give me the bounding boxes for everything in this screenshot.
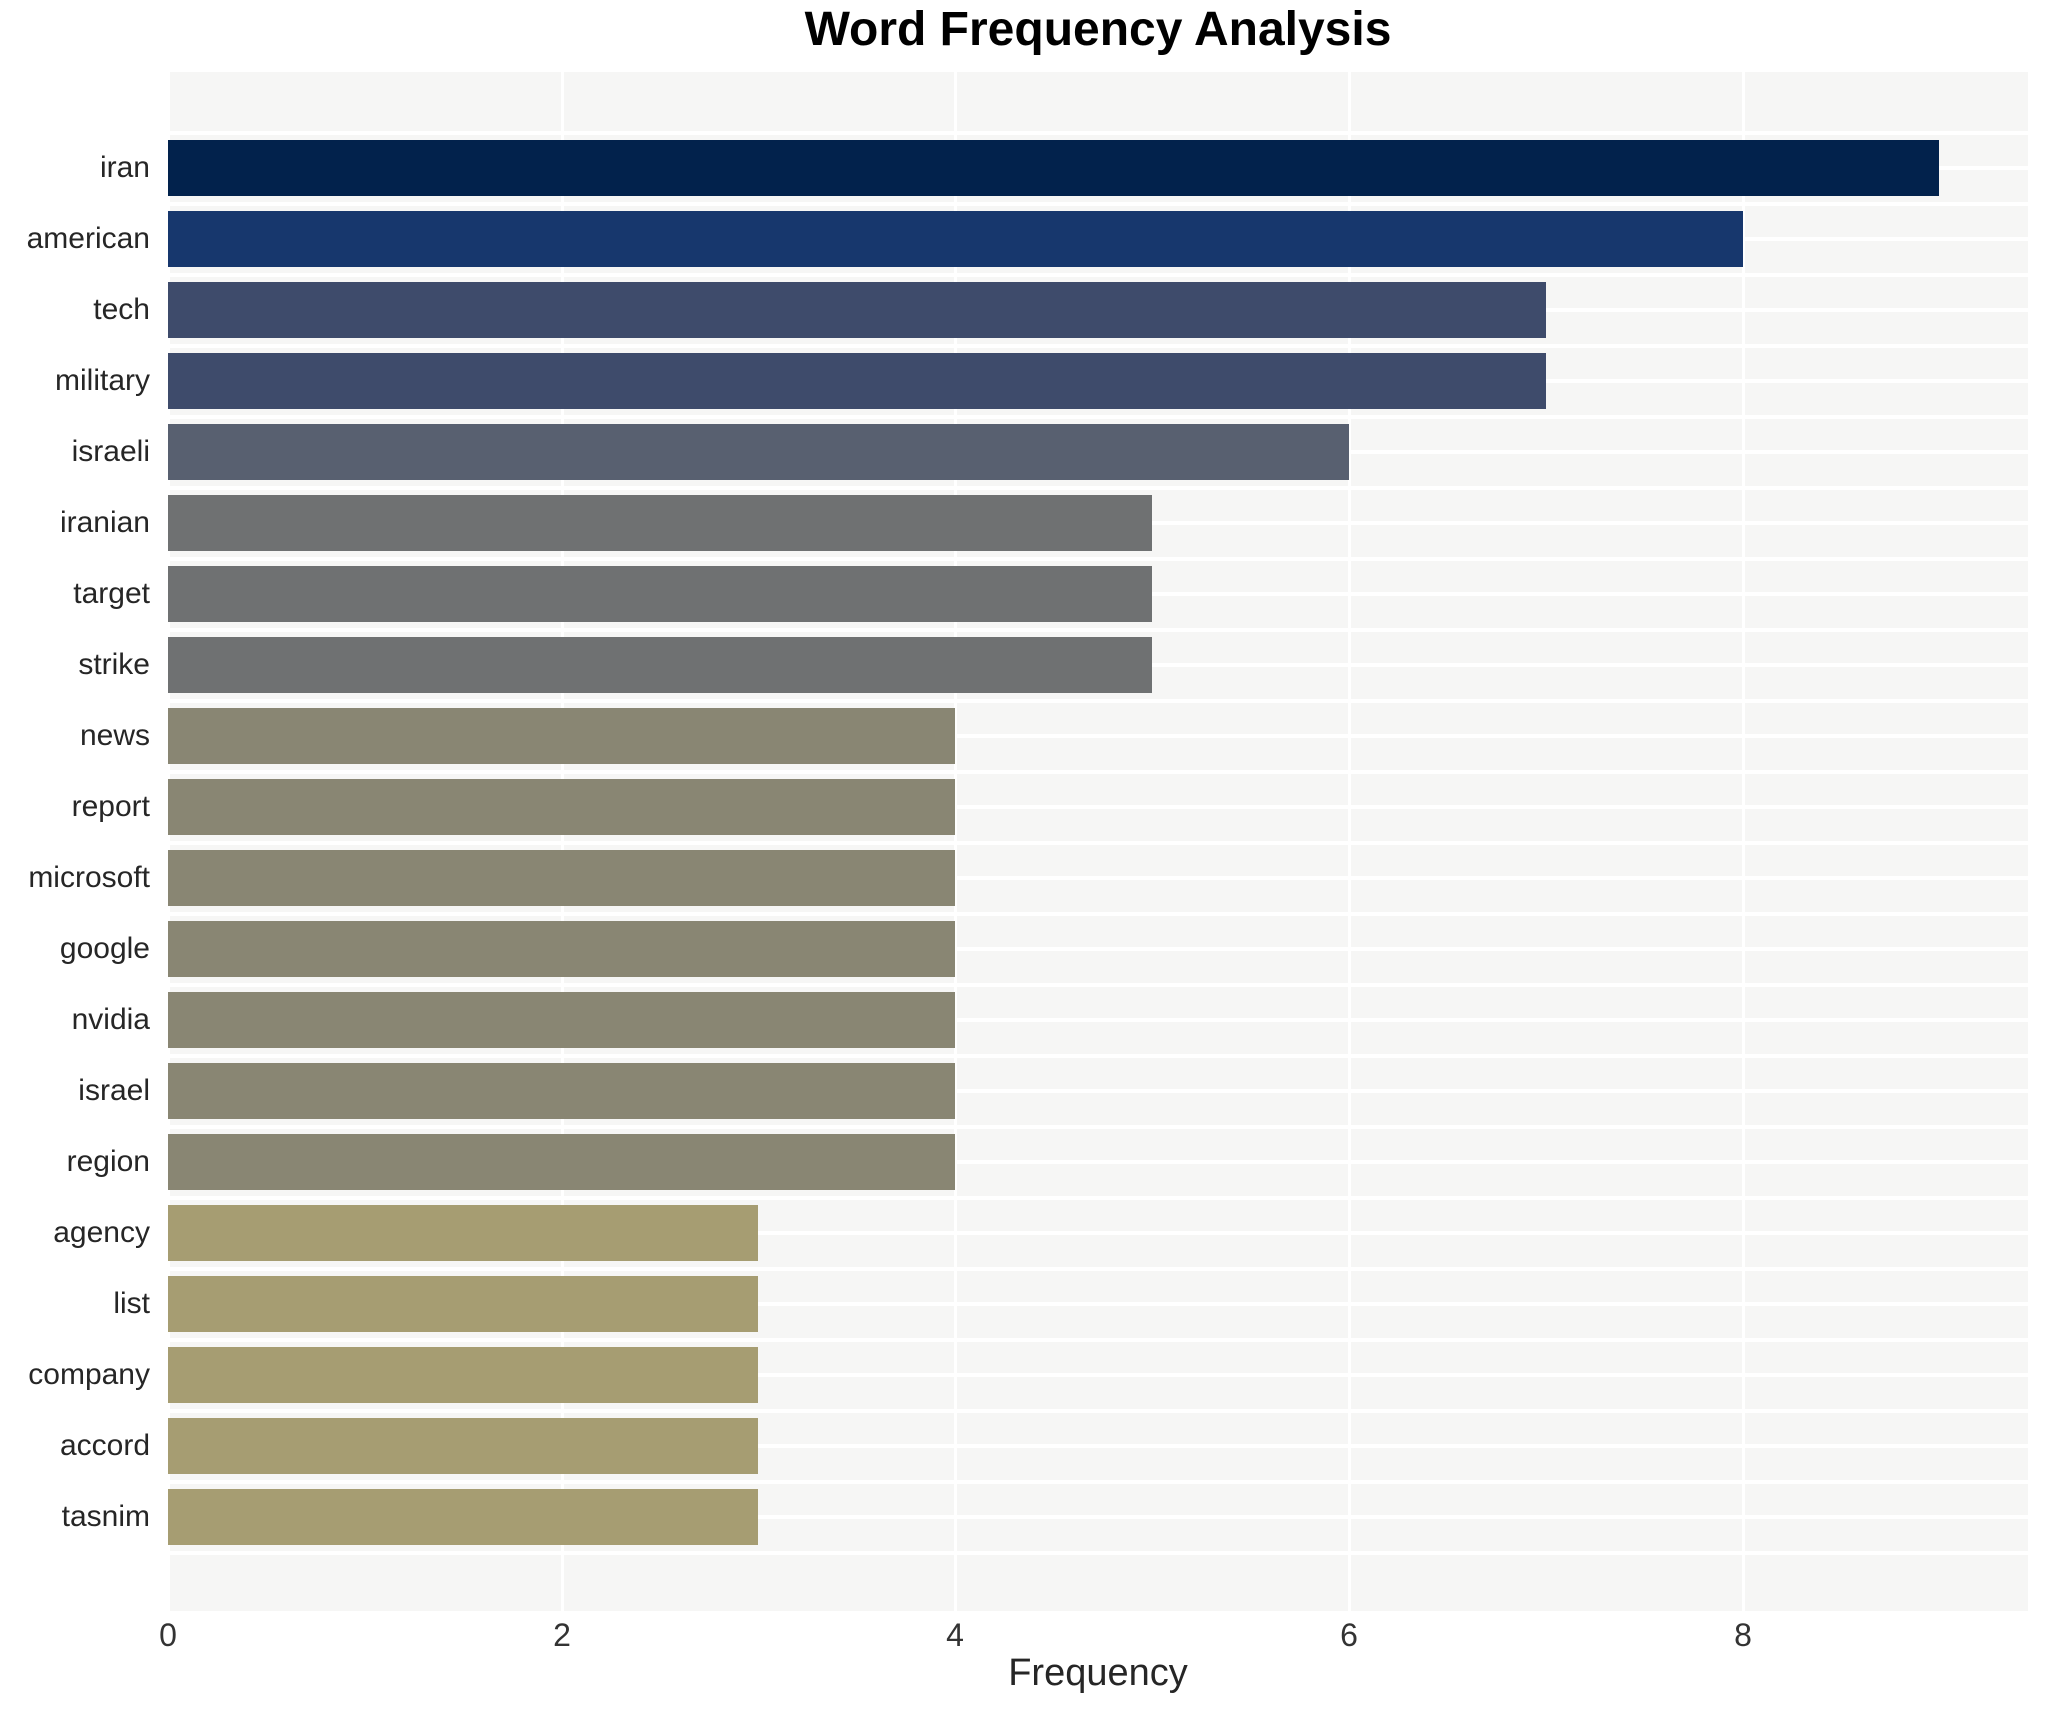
bar-military [168, 353, 1546, 409]
gridline-y-boundary [168, 131, 2028, 135]
gridline-y-center [168, 1160, 2028, 1164]
y-tick-label-iran: iran [99, 151, 150, 184]
bar-news [168, 708, 955, 764]
bar-microsoft [168, 850, 955, 906]
y-tick-label-target: target [73, 577, 150, 610]
gridline-y-boundary [168, 1409, 2028, 1413]
bar-tasnim [168, 1489, 758, 1545]
x-tick-label-4: 4 [946, 1617, 964, 1653]
y-tick-label-strike: strike [78, 648, 150, 681]
gridline-y-boundary [168, 1338, 2028, 1342]
bar-iranian [168, 495, 1152, 551]
y-tick-label-israeli: israeli [71, 435, 150, 468]
gridline-y-boundary [168, 1480, 2028, 1484]
bar-israeli [168, 424, 1349, 480]
gridline-y-boundary [168, 1196, 2028, 1200]
gridline-y-center [168, 734, 2028, 738]
gridline-y-center [168, 1515, 2028, 1519]
gridline-y-center [168, 1089, 2028, 1093]
gridline-y-boundary [168, 415, 2028, 419]
bar-israel [168, 1063, 955, 1119]
gridline-y-boundary [168, 983, 2028, 987]
bar-accord [168, 1418, 758, 1474]
y-tick-label-google: google [59, 932, 150, 965]
y-tick-label-microsoft: microsoft [28, 861, 150, 894]
bar-tech [168, 282, 1546, 338]
bar-agency [168, 1205, 758, 1261]
gridline-y-boundary [168, 557, 2028, 561]
bar-target [168, 566, 1152, 622]
plot-area [168, 72, 2028, 1611]
y-tick-label-nvidia: nvidia [71, 1003, 150, 1036]
gridline-y-center [168, 1018, 2028, 1022]
x-axis-title: Frequency [1008, 1652, 1188, 1694]
bar-nvidia [168, 992, 955, 1048]
gridline-y-boundary [168, 1267, 2028, 1271]
gridline-y-boundary [168, 202, 2028, 206]
y-tick-label-israel: israel [78, 1074, 150, 1107]
gridline-y-boundary [168, 273, 2028, 277]
y-tick-label-american: american [26, 222, 150, 255]
bar-iran [168, 140, 1939, 196]
y-tick-label-list: list [113, 1287, 150, 1320]
bar-company [168, 1347, 758, 1403]
gridline-y-boundary [168, 344, 2028, 348]
gridline-y-boundary [168, 841, 2028, 845]
x-tick-label-8: 8 [1734, 1617, 1752, 1653]
chart-title: Word Frequency Analysis [804, 3, 1392, 56]
bar-american [168, 211, 1743, 267]
gridline-y-center [168, 876, 2028, 880]
y-tick-label-company: company [28, 1358, 150, 1391]
bar-list [168, 1276, 758, 1332]
gridline-y-center [168, 947, 2028, 951]
bar-strike [168, 637, 1152, 693]
gridline-y-boundary [168, 770, 2028, 774]
bar-report [168, 779, 955, 835]
gridline-y-center [168, 1373, 2028, 1377]
bar-google [168, 921, 955, 977]
y-tick-label-tasnim: tasnim [61, 1500, 150, 1533]
y-tick-label-tech: tech [93, 293, 150, 326]
gridline-y-boundary [168, 1551, 2028, 1555]
x-tick-label-6: 6 [1340, 1617, 1358, 1653]
gridline-y-center [168, 1231, 2028, 1235]
x-tick-label-2: 2 [553, 1617, 571, 1653]
gridline-y-boundary [168, 1125, 2028, 1129]
gridline-y-center [168, 1302, 2028, 1306]
y-tick-label-accord: accord [59, 1429, 150, 1462]
gridline-y-center [168, 1444, 2028, 1448]
gridline-y-boundary [168, 486, 2028, 490]
x-tick-label-0: 0 [159, 1617, 177, 1653]
bar-region [168, 1134, 955, 1190]
gridline-y-boundary [168, 912, 2028, 916]
gridline-y-center [168, 805, 2028, 809]
gridline-y-boundary [168, 1054, 2028, 1058]
y-tick-label-agency: agency [53, 1216, 150, 1249]
y-tick-label-report: report [71, 790, 150, 823]
y-tick-label-iranian: iranian [59, 506, 150, 539]
y-tick-label-military: military [55, 364, 150, 397]
gridline-y-boundary [168, 628, 2028, 632]
y-tick-label-news: news [79, 719, 150, 752]
y-tick-label-region: region [66, 1145, 150, 1178]
gridline-y-boundary [168, 699, 2028, 703]
